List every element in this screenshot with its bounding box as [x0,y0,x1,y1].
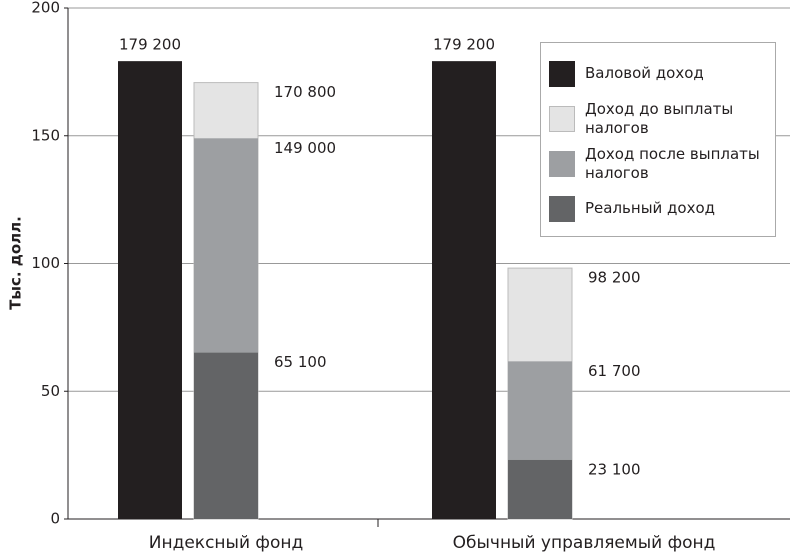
y-tick-label: 200 [31,0,60,17]
legend: Валовой доход Доход до выплаты налогов Дох… [540,42,776,237]
y-tick-label: 0 [50,510,60,528]
x-tick-label: Обычный управляемый фонд [453,533,716,553]
y-tick-label: 100 [31,254,60,272]
value-label: 61 700 [588,362,641,380]
legend-label: Реальный доход [585,199,716,217]
value-label: 65 100 [274,353,327,371]
x-tick-label: Индексный фонд [149,533,303,553]
value-label: 179 200 [433,36,495,54]
legend-item: Реальный доход [549,186,767,231]
bar [118,61,182,519]
legend-swatch [549,60,575,87]
legend-label: Доход после выплаты налогов [585,144,760,182]
bar [194,352,258,519]
y-axis-label: Тыс. долл. [7,216,25,310]
value-label: 179 200 [119,36,181,54]
value-label: 170 800 [274,83,336,101]
bar [432,61,496,519]
y-tick-label: 150 [31,126,60,144]
legend-label: Валовой доход [585,64,704,82]
legend-item: Доход после выплаты налогов [549,141,767,186]
value-label: 149 000 [274,139,336,157]
legend-swatch [549,195,575,222]
legend-swatch [549,105,575,132]
value-label: 98 200 [588,269,641,287]
legend-swatch [549,150,575,177]
value-label: 23 100 [588,460,641,478]
legend-item: Доход до выплаты налогов [549,96,767,141]
legend-label: Доход до выплаты налогов [585,99,734,137]
y-tick-label: 50 [41,382,60,400]
bar [508,459,572,519]
legend-item: Валовой доход [549,51,767,96]
